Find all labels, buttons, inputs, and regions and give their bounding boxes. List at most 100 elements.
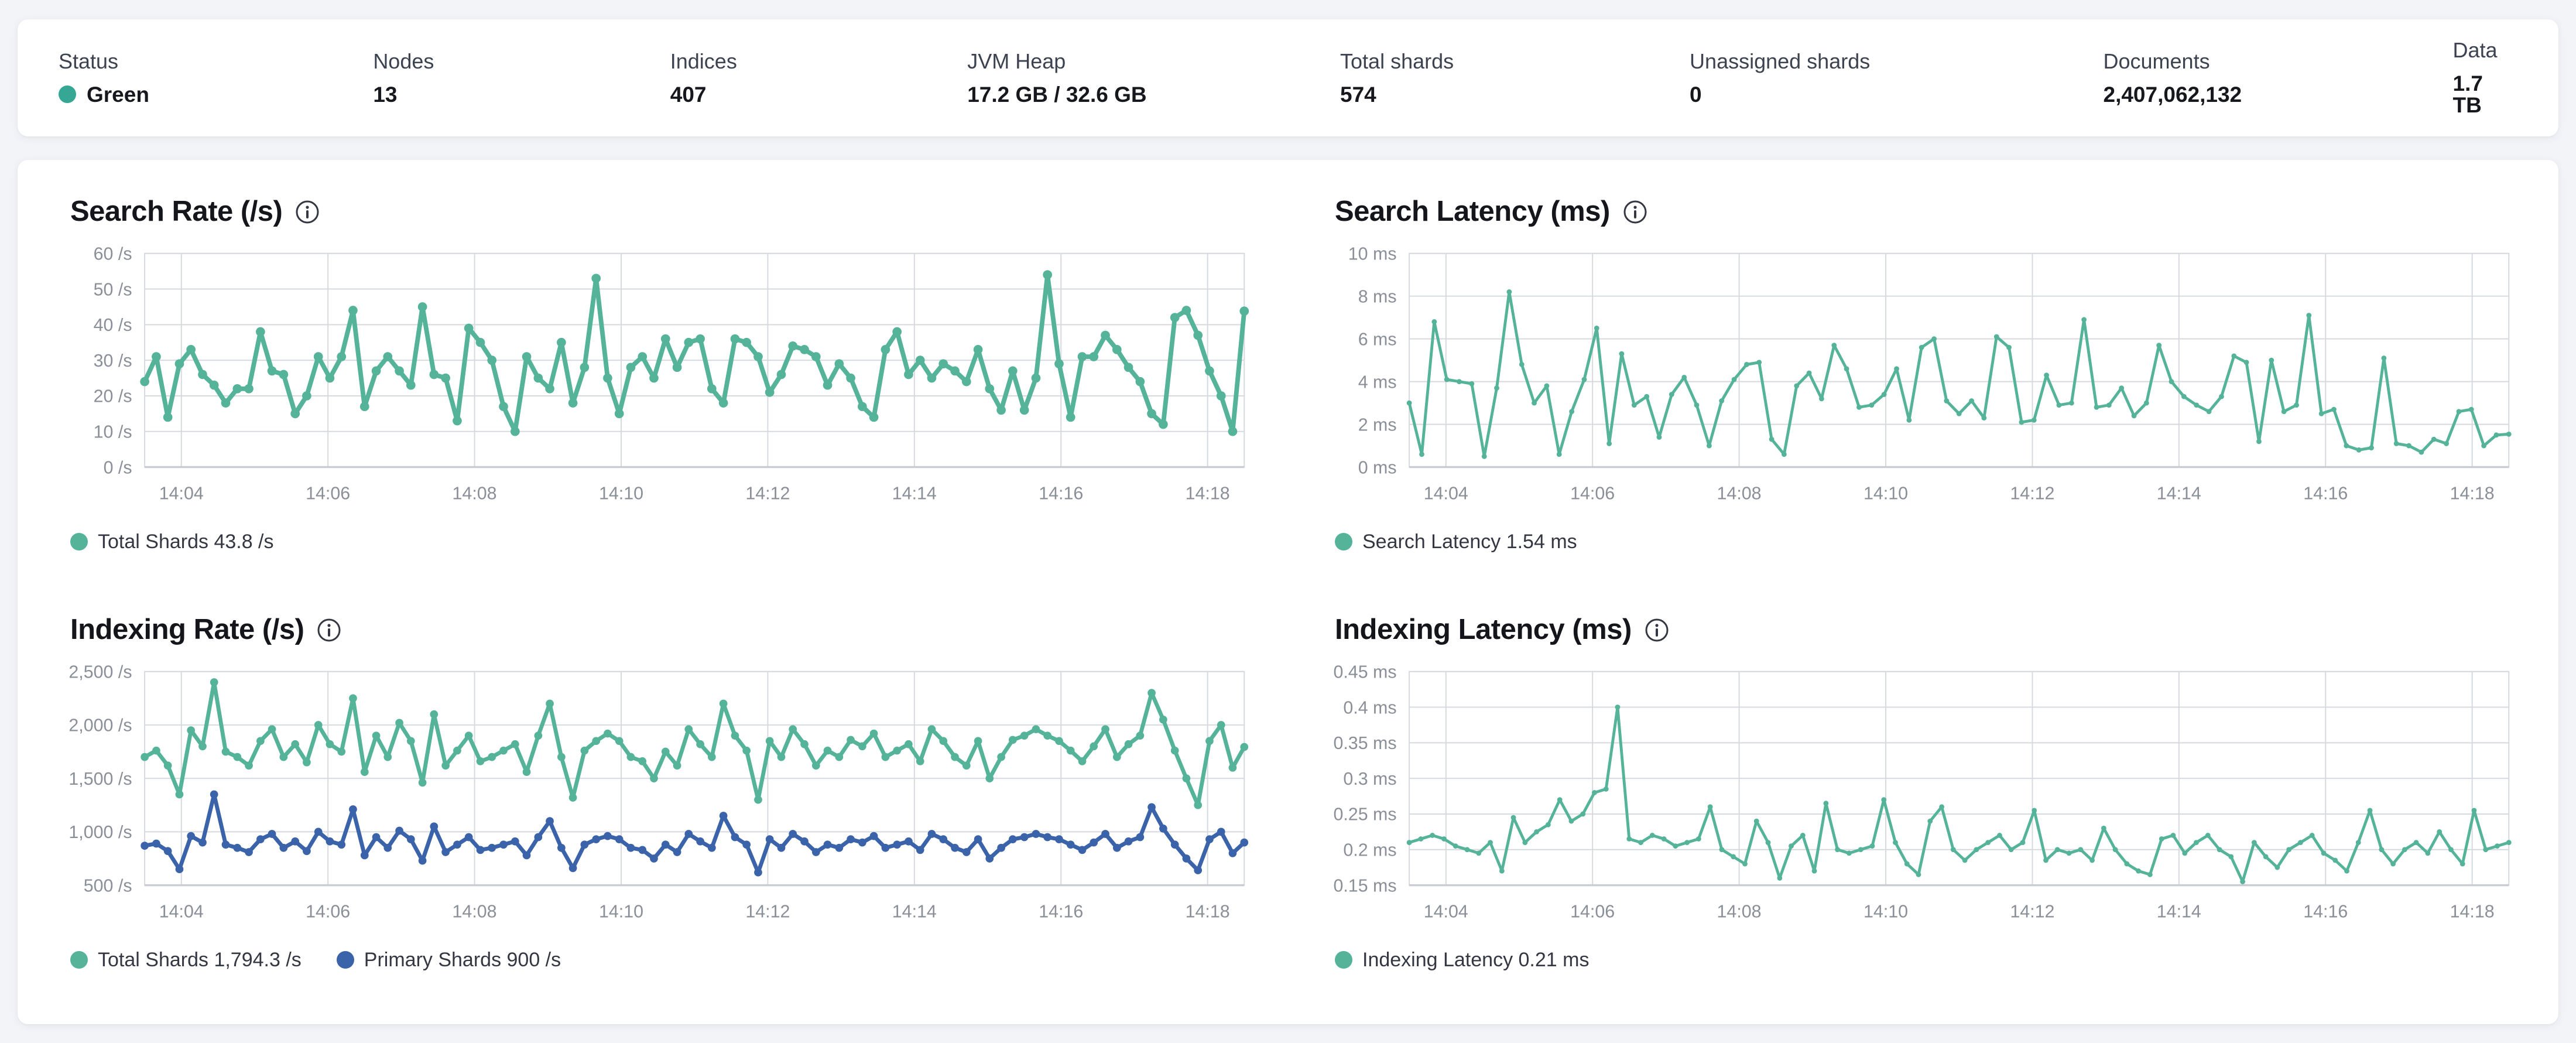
stat-value: 1.7 TB	[2452, 71, 2483, 117]
svg-text:2,500 /s: 2,500 /s	[68, 662, 132, 682]
svg-text:14:06: 14:06	[1570, 901, 1615, 921]
status-health-dot-icon	[59, 86, 76, 103]
stat-indices: Indices 407	[670, 49, 967, 107]
svg-text:14:12: 14:12	[2010, 901, 2054, 921]
legend-item-indexing-latency[interactable]: Indexing Latency 0.21 ms	[1335, 949, 1589, 972]
legend-label: Primary Shards 900 /s	[364, 948, 561, 971]
svg-text:20 /s: 20 /s	[94, 387, 132, 406]
stat-data-size: Data 1.7 TB	[2452, 38, 2518, 117]
stat-label: Nodes	[373, 49, 434, 73]
svg-text:14:14: 14:14	[892, 901, 937, 921]
svg-text:6 ms: 6 ms	[1358, 329, 1397, 349]
stat-label: Total shards	[1340, 49, 1454, 73]
chart-title: Search Latency (ms)	[1335, 196, 1610, 227]
search-latency-line-chart[interactable]: 0 ms 2 ms 4 ms 6 ms 8 ms 10 ms 14:04 14:06 14:08…	[1323, 244, 2517, 515]
svg-text:0 /s: 0 /s	[104, 457, 132, 477]
svg-text:8 ms: 8 ms	[1358, 286, 1397, 306]
indexing-latency-line-chart[interactable]: 0.15 ms 0.2 ms 0.25 ms 0.3 ms 0.35 ms 0.4 ms 0…	[1323, 662, 2517, 933]
stat-label: Unassigned shards	[1690, 49, 1871, 73]
stat-documents: Documents 2,407,062,132	[2103, 49, 2453, 107]
svg-text:14:06: 14:06	[306, 483, 350, 503]
svg-text:1,000 /s: 1,000 /s	[68, 822, 132, 842]
svg-text:14:12: 14:12	[745, 483, 790, 503]
svg-text:2,000 /s: 2,000 /s	[68, 715, 132, 735]
chart-title: Indexing Rate (/s)	[70, 613, 304, 645]
svg-text:14:10: 14:10	[1864, 483, 1908, 503]
chart-title: Indexing Latency (ms)	[1335, 613, 1632, 645]
svg-text:2 ms: 2 ms	[1358, 415, 1397, 435]
stat-value: 2,407,062,132	[2103, 82, 2242, 107]
stat-value: Green	[87, 82, 149, 107]
svg-text:14:08: 14:08	[453, 483, 497, 503]
legend-item-total-shards[interactable]: Total Shards 1,794.3 /s	[70, 949, 302, 972]
stat-value: 17.2 GB / 32.6 GB	[967, 82, 1147, 107]
svg-text:14:14: 14:14	[892, 483, 937, 503]
chart-search-rate: Search Rate (/s) 0 /s 10 /s 20 /s 30 /s 40 /…	[59, 196, 1253, 553]
stat-value: 574	[1340, 82, 1376, 107]
stat-value: 407	[670, 82, 707, 107]
svg-text:14:14: 14:14	[2157, 901, 2201, 921]
info-icon[interactable]	[317, 618, 341, 642]
svg-text:14:12: 14:12	[2010, 483, 2054, 503]
svg-text:1,500 /s: 1,500 /s	[68, 769, 132, 789]
svg-text:10 ms: 10 ms	[1348, 244, 1397, 264]
legend-dot-icon	[70, 533, 88, 551]
svg-text:14:14: 14:14	[2157, 483, 2201, 503]
svg-text:14:10: 14:10	[599, 483, 643, 503]
svg-text:0.25 ms: 0.25 ms	[1333, 804, 1396, 824]
stat-status: Status Green	[59, 49, 373, 107]
stat-value: 0	[1690, 82, 1702, 107]
info-icon[interactable]	[1645, 618, 1669, 642]
svg-text:0.15 ms: 0.15 ms	[1333, 876, 1396, 895]
info-icon[interactable]	[295, 200, 320, 224]
svg-text:14:08: 14:08	[1717, 901, 1762, 921]
legend-item-search-latency[interactable]: Search Latency 1.54 ms	[1335, 531, 1577, 553]
svg-text:14:06: 14:06	[306, 901, 350, 921]
svg-text:4 ms: 4 ms	[1358, 372, 1397, 392]
svg-text:14:16: 14:16	[2303, 901, 2348, 921]
stat-label: Data	[2452, 38, 2498, 62]
svg-text:40 /s: 40 /s	[94, 315, 132, 335]
svg-text:14:16: 14:16	[1039, 901, 1083, 921]
svg-text:14:04: 14:04	[159, 483, 204, 503]
chart-indexing-rate: Indexing Rate (/s) 500 /s 1,000 /s 1,500 /…	[59, 614, 1253, 972]
legend-dot-icon	[1335, 533, 1352, 551]
svg-text:14:04: 14:04	[1424, 483, 1468, 503]
cluster-status-bar: Status Green Nodes 13 Indices 407 JVM He…	[18, 19, 2558, 136]
svg-text:60 /s: 60 /s	[94, 244, 132, 264]
legend-dot-icon	[1335, 951, 1352, 969]
legend-label: Total Shards 1,794.3 /s	[98, 948, 302, 971]
svg-text:14:18: 14:18	[1186, 901, 1230, 921]
stat-label: Indices	[670, 49, 737, 73]
legend-item-total-shards[interactable]: Total Shards 43.8 /s	[70, 531, 274, 553]
stat-label: Documents	[2103, 49, 2210, 73]
svg-text:14:04: 14:04	[1424, 901, 1468, 921]
svg-text:0.2 ms: 0.2 ms	[1343, 840, 1396, 860]
svg-text:0.4 ms: 0.4 ms	[1343, 697, 1396, 717]
svg-text:0 ms: 0 ms	[1358, 457, 1397, 477]
metrics-charts-panel: Search Rate (/s) 0 /s 10 /s 20 /s 30 /s 40 /…	[18, 160, 2558, 1024]
svg-text:14:16: 14:16	[1039, 483, 1083, 503]
indexing-rate-line-chart[interactable]: 500 /s 1,000 /s 1,500 /s 2,000 /s 2,500 /s 14…	[59, 662, 1253, 933]
legend-item-primary-shards[interactable]: Primary Shards 900 /s	[336, 948, 561, 972]
svg-text:14:10: 14:10	[599, 901, 643, 921]
chart-indexing-latency: Indexing Latency (ms) 0.15 ms 0.2 ms 0.25 …	[1323, 614, 2517, 972]
svg-text:10 /s: 10 /s	[94, 422, 132, 442]
svg-text:14:18: 14:18	[1186, 483, 1230, 503]
chart-title: Search Rate (/s)	[70, 196, 283, 227]
stat-value: 13	[373, 82, 398, 107]
svg-text:14:16: 14:16	[2303, 483, 2348, 503]
stat-label: Status	[59, 49, 119, 73]
svg-text:50 /s: 50 /s	[94, 279, 132, 299]
legend-label: Search Latency 1.54 ms	[1362, 530, 1577, 553]
stat-nodes: Nodes 13	[373, 49, 670, 107]
legend-label: Indexing Latency 0.21 ms	[1362, 948, 1590, 971]
svg-text:0.35 ms: 0.35 ms	[1333, 733, 1396, 753]
svg-text:14:18: 14:18	[2450, 901, 2495, 921]
svg-text:14:12: 14:12	[745, 901, 790, 921]
chart-search-latency: Search Latency (ms) 0 ms 2 ms 4 ms 6 ms 8 ms…	[1323, 196, 2517, 553]
search-rate-line-chart[interactable]: 0 /s 10 /s 20 /s 30 /s 40 /s 50 /s 60 /s 14:04 1…	[59, 244, 1253, 515]
svg-text:0.3 ms: 0.3 ms	[1343, 769, 1396, 789]
info-icon[interactable]	[1623, 200, 1647, 224]
legend-dot-icon	[336, 951, 354, 969]
